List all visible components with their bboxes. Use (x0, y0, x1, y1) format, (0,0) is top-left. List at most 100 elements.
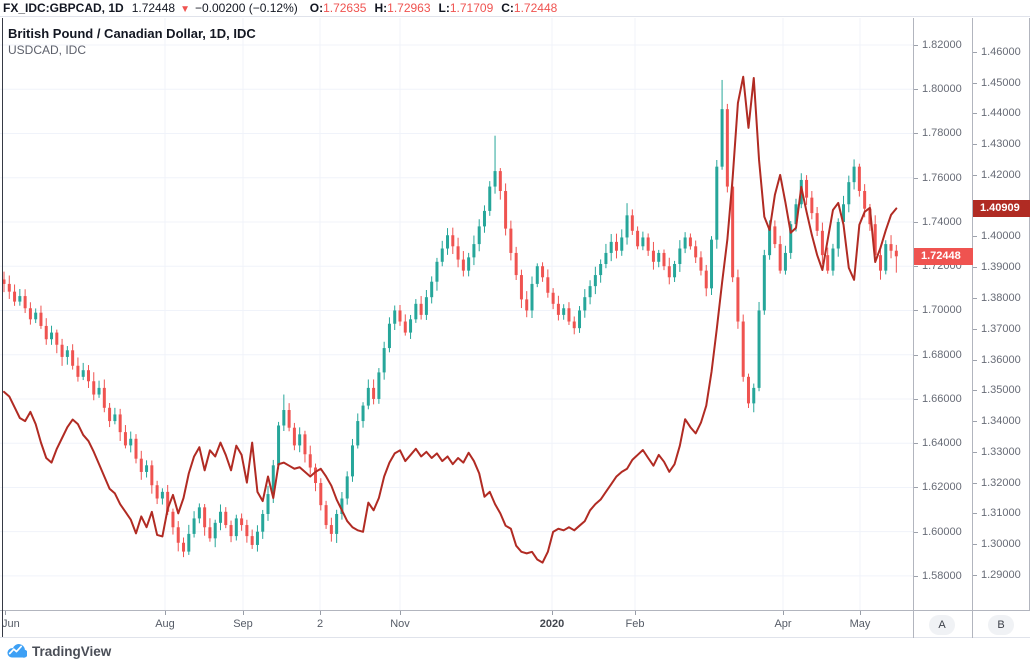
candle-body (667, 266, 671, 278)
axis-separator (972, 611, 973, 638)
time-tick (5, 611, 6, 615)
candle-body (50, 332, 54, 340)
candle-body (197, 507, 201, 519)
candle-body (213, 522, 217, 539)
candle-body (535, 266, 539, 284)
price-tick-dash (914, 443, 918, 445)
price-down-arrow-icon: ▼ (180, 4, 190, 15)
candle-body (324, 505, 328, 526)
candle-body (757, 310, 761, 388)
candle-body (551, 292, 555, 304)
candle-body (134, 438, 138, 459)
candle-body (752, 387, 756, 404)
candle-body (768, 226, 772, 256)
candle-body (657, 252, 661, 262)
price-chart-canvas (0, 18, 913, 610)
candle-body (65, 350, 69, 357)
price-tick-label: 1.36000 (981, 353, 1021, 366)
candle-body (794, 204, 798, 225)
footer: TradingView (0, 638, 1030, 668)
close-value: 1.72448 (513, 1, 558, 15)
price-tick-dash (973, 144, 977, 146)
price-tick-label: 1.29000 (981, 568, 1021, 581)
candle-body (71, 350, 75, 366)
high-value: 1.72963 (387, 1, 431, 15)
candle-body (493, 171, 497, 187)
candle-body (39, 312, 43, 326)
candle-body (166, 491, 170, 512)
time-tick (783, 611, 784, 615)
last-price: 1.72448 (131, 1, 176, 15)
price-tick-label: 1.70000 (922, 304, 962, 317)
price-tick-dash (973, 82, 977, 84)
candle-body (60, 344, 64, 357)
time-tick-label: Apr (774, 618, 792, 630)
candle-body (641, 237, 645, 247)
last-price-badge-gbpcad: 1.72448 (914, 248, 973, 266)
time-axis[interactable]: A B Jun Aug Sep 2 Nov 2020 Feb Apr May (0, 610, 1030, 638)
axis-separator (913, 611, 914, 638)
time-tick-label: Feb (625, 618, 645, 630)
price-tick-dash (973, 174, 977, 176)
candle-body (366, 387, 370, 406)
price-tick-dash (973, 451, 977, 453)
tradingview-logo[interactable]: TradingView (6, 643, 111, 659)
candle-body (873, 224, 877, 256)
scale-b-button[interactable]: B (988, 615, 1014, 635)
candle-body (720, 109, 724, 167)
candle-body (224, 511, 228, 526)
candle-body (277, 425, 281, 466)
candle-body (398, 310, 402, 322)
candle-body (92, 381, 96, 395)
candle-body (847, 182, 851, 205)
low-value: 1.71709 (449, 1, 494, 15)
candle-body (783, 252, 787, 271)
candle-body (805, 179, 809, 198)
price-scale-gbpcad[interactable]: 1.82000 1.80000 1.78000 1.76000 1.74000 1.720… (913, 18, 973, 610)
price-tick-label: 1.42000 (981, 168, 1021, 181)
candle-body (514, 252, 518, 276)
price-tick-label: 1.44000 (981, 107, 1021, 120)
price-change: −0.00200 (−0.12%) (194, 1, 298, 15)
symbol-name: FX_IDC:GBPCAD, 1D (3, 1, 124, 15)
candle-body (878, 255, 882, 271)
open-value: 1.72635 (323, 1, 367, 15)
chart-pane[interactable]: British Pound / Canadian Dollar, 1D, IDC… (0, 18, 913, 610)
time-tick (243, 611, 244, 615)
candle-body (150, 465, 154, 486)
price-scale-usdcad[interactable]: 1.460001.450001.440001.430001.420001.410… (972, 18, 1030, 610)
price-tick-dash (914, 177, 918, 179)
candle-body (562, 308, 566, 315)
candle-body (836, 221, 840, 249)
candle-body (393, 310, 397, 324)
candle-body (741, 321, 745, 377)
candle-body (456, 246, 460, 260)
candle-body (102, 387, 106, 408)
candle-body (182, 542, 186, 552)
price-tick-label: 1.32000 (981, 476, 1021, 489)
candle-body (419, 303, 423, 315)
candle-body (118, 414, 122, 433)
candle-body (810, 197, 814, 214)
candle-body (377, 372, 381, 399)
candle-body (609, 241, 613, 253)
quote-header-bar: FX_IDC:GBPCAD, 1D 1.72448 ▼ −0.00200 (−0.12… (0, 0, 1030, 17)
candle-body (778, 244, 782, 271)
time-tick-label: 2020 (539, 618, 565, 630)
scale-a-button[interactable]: A (929, 615, 955, 635)
candle-body (34, 312, 38, 320)
time-tick-label: May (849, 618, 871, 630)
candle-body (97, 387, 101, 395)
candle-body (382, 348, 386, 373)
candle-body (842, 204, 846, 222)
time-tick-label: Jun (2, 618, 20, 630)
candle-body (673, 264, 677, 278)
candle-body (646, 237, 650, 251)
usdcad-line (3, 75, 898, 564)
price-tick-label: 1.74000 (922, 215, 962, 228)
candle-body (192, 518, 196, 534)
candle-body (424, 297, 428, 315)
candle-body (725, 109, 729, 187)
candle-body (160, 491, 164, 499)
candle-body (715, 166, 719, 240)
